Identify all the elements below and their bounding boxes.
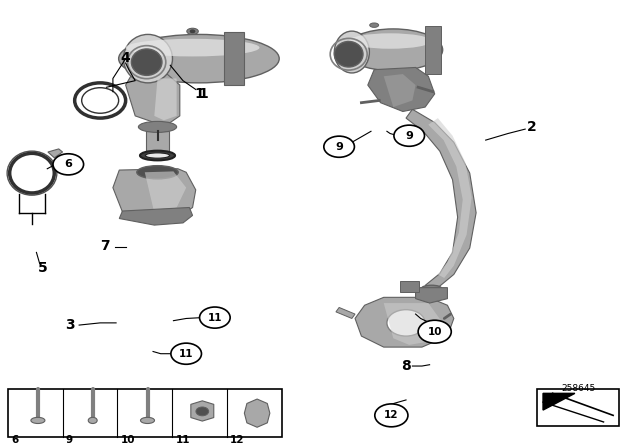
- Ellipse shape: [138, 121, 177, 133]
- Text: 8: 8: [401, 359, 410, 373]
- Ellipse shape: [31, 418, 45, 423]
- Polygon shape: [336, 307, 355, 319]
- Ellipse shape: [82, 88, 118, 113]
- Ellipse shape: [344, 29, 443, 71]
- Polygon shape: [146, 131, 169, 155]
- Ellipse shape: [189, 30, 195, 33]
- Polygon shape: [113, 169, 196, 221]
- Circle shape: [200, 307, 230, 328]
- Circle shape: [387, 310, 425, 336]
- Polygon shape: [154, 78, 177, 121]
- Text: 7: 7: [100, 239, 109, 253]
- Polygon shape: [145, 172, 186, 213]
- Text: 10: 10: [428, 327, 442, 337]
- Bar: [8, 389, 282, 437]
- Polygon shape: [543, 393, 575, 410]
- Polygon shape: [191, 401, 214, 421]
- Polygon shape: [119, 207, 193, 225]
- Polygon shape: [425, 26, 441, 74]
- Text: 9: 9: [66, 435, 73, 445]
- Ellipse shape: [145, 153, 170, 158]
- Polygon shape: [384, 74, 415, 107]
- Polygon shape: [415, 288, 447, 303]
- Text: 9: 9: [405, 131, 413, 141]
- Text: 3: 3: [65, 318, 75, 332]
- Ellipse shape: [349, 33, 431, 49]
- Ellipse shape: [370, 23, 379, 27]
- Ellipse shape: [88, 418, 97, 423]
- Ellipse shape: [140, 151, 175, 160]
- Ellipse shape: [124, 34, 173, 83]
- Text: 9: 9: [335, 142, 343, 152]
- Bar: [537, 389, 620, 426]
- Circle shape: [171, 343, 202, 364]
- Ellipse shape: [118, 34, 279, 83]
- Polygon shape: [399, 281, 419, 292]
- Circle shape: [375, 404, 408, 427]
- Polygon shape: [355, 297, 454, 347]
- Ellipse shape: [187, 28, 198, 34]
- Polygon shape: [225, 32, 244, 85]
- Text: 12: 12: [230, 435, 244, 445]
- Text: 5: 5: [38, 261, 48, 275]
- Ellipse shape: [125, 39, 259, 56]
- Text: 10: 10: [120, 435, 135, 445]
- Polygon shape: [244, 399, 270, 427]
- Polygon shape: [428, 118, 472, 278]
- Text: 6: 6: [11, 435, 18, 445]
- Text: 2: 2: [527, 120, 537, 134]
- Ellipse shape: [421, 285, 442, 292]
- Polygon shape: [406, 109, 476, 288]
- Ellipse shape: [141, 418, 154, 423]
- Circle shape: [324, 136, 355, 157]
- Text: 1: 1: [194, 87, 204, 101]
- Text: 11: 11: [175, 435, 190, 445]
- Text: 6: 6: [65, 159, 72, 169]
- Polygon shape: [125, 74, 180, 122]
- Polygon shape: [384, 303, 444, 345]
- Ellipse shape: [131, 49, 162, 75]
- Text: 4: 4: [121, 51, 131, 65]
- Text: 11: 11: [179, 349, 193, 359]
- Polygon shape: [368, 68, 435, 112]
- Polygon shape: [48, 149, 63, 158]
- Text: 258645: 258645: [561, 383, 595, 392]
- Ellipse shape: [137, 166, 178, 179]
- Ellipse shape: [334, 42, 363, 67]
- Text: 11: 11: [207, 313, 222, 323]
- Text: 1: 1: [199, 87, 209, 101]
- Text: 12: 12: [384, 410, 399, 420]
- Circle shape: [196, 407, 209, 416]
- Circle shape: [53, 154, 84, 175]
- Circle shape: [394, 125, 424, 146]
- Circle shape: [418, 320, 451, 343]
- Ellipse shape: [334, 31, 369, 73]
